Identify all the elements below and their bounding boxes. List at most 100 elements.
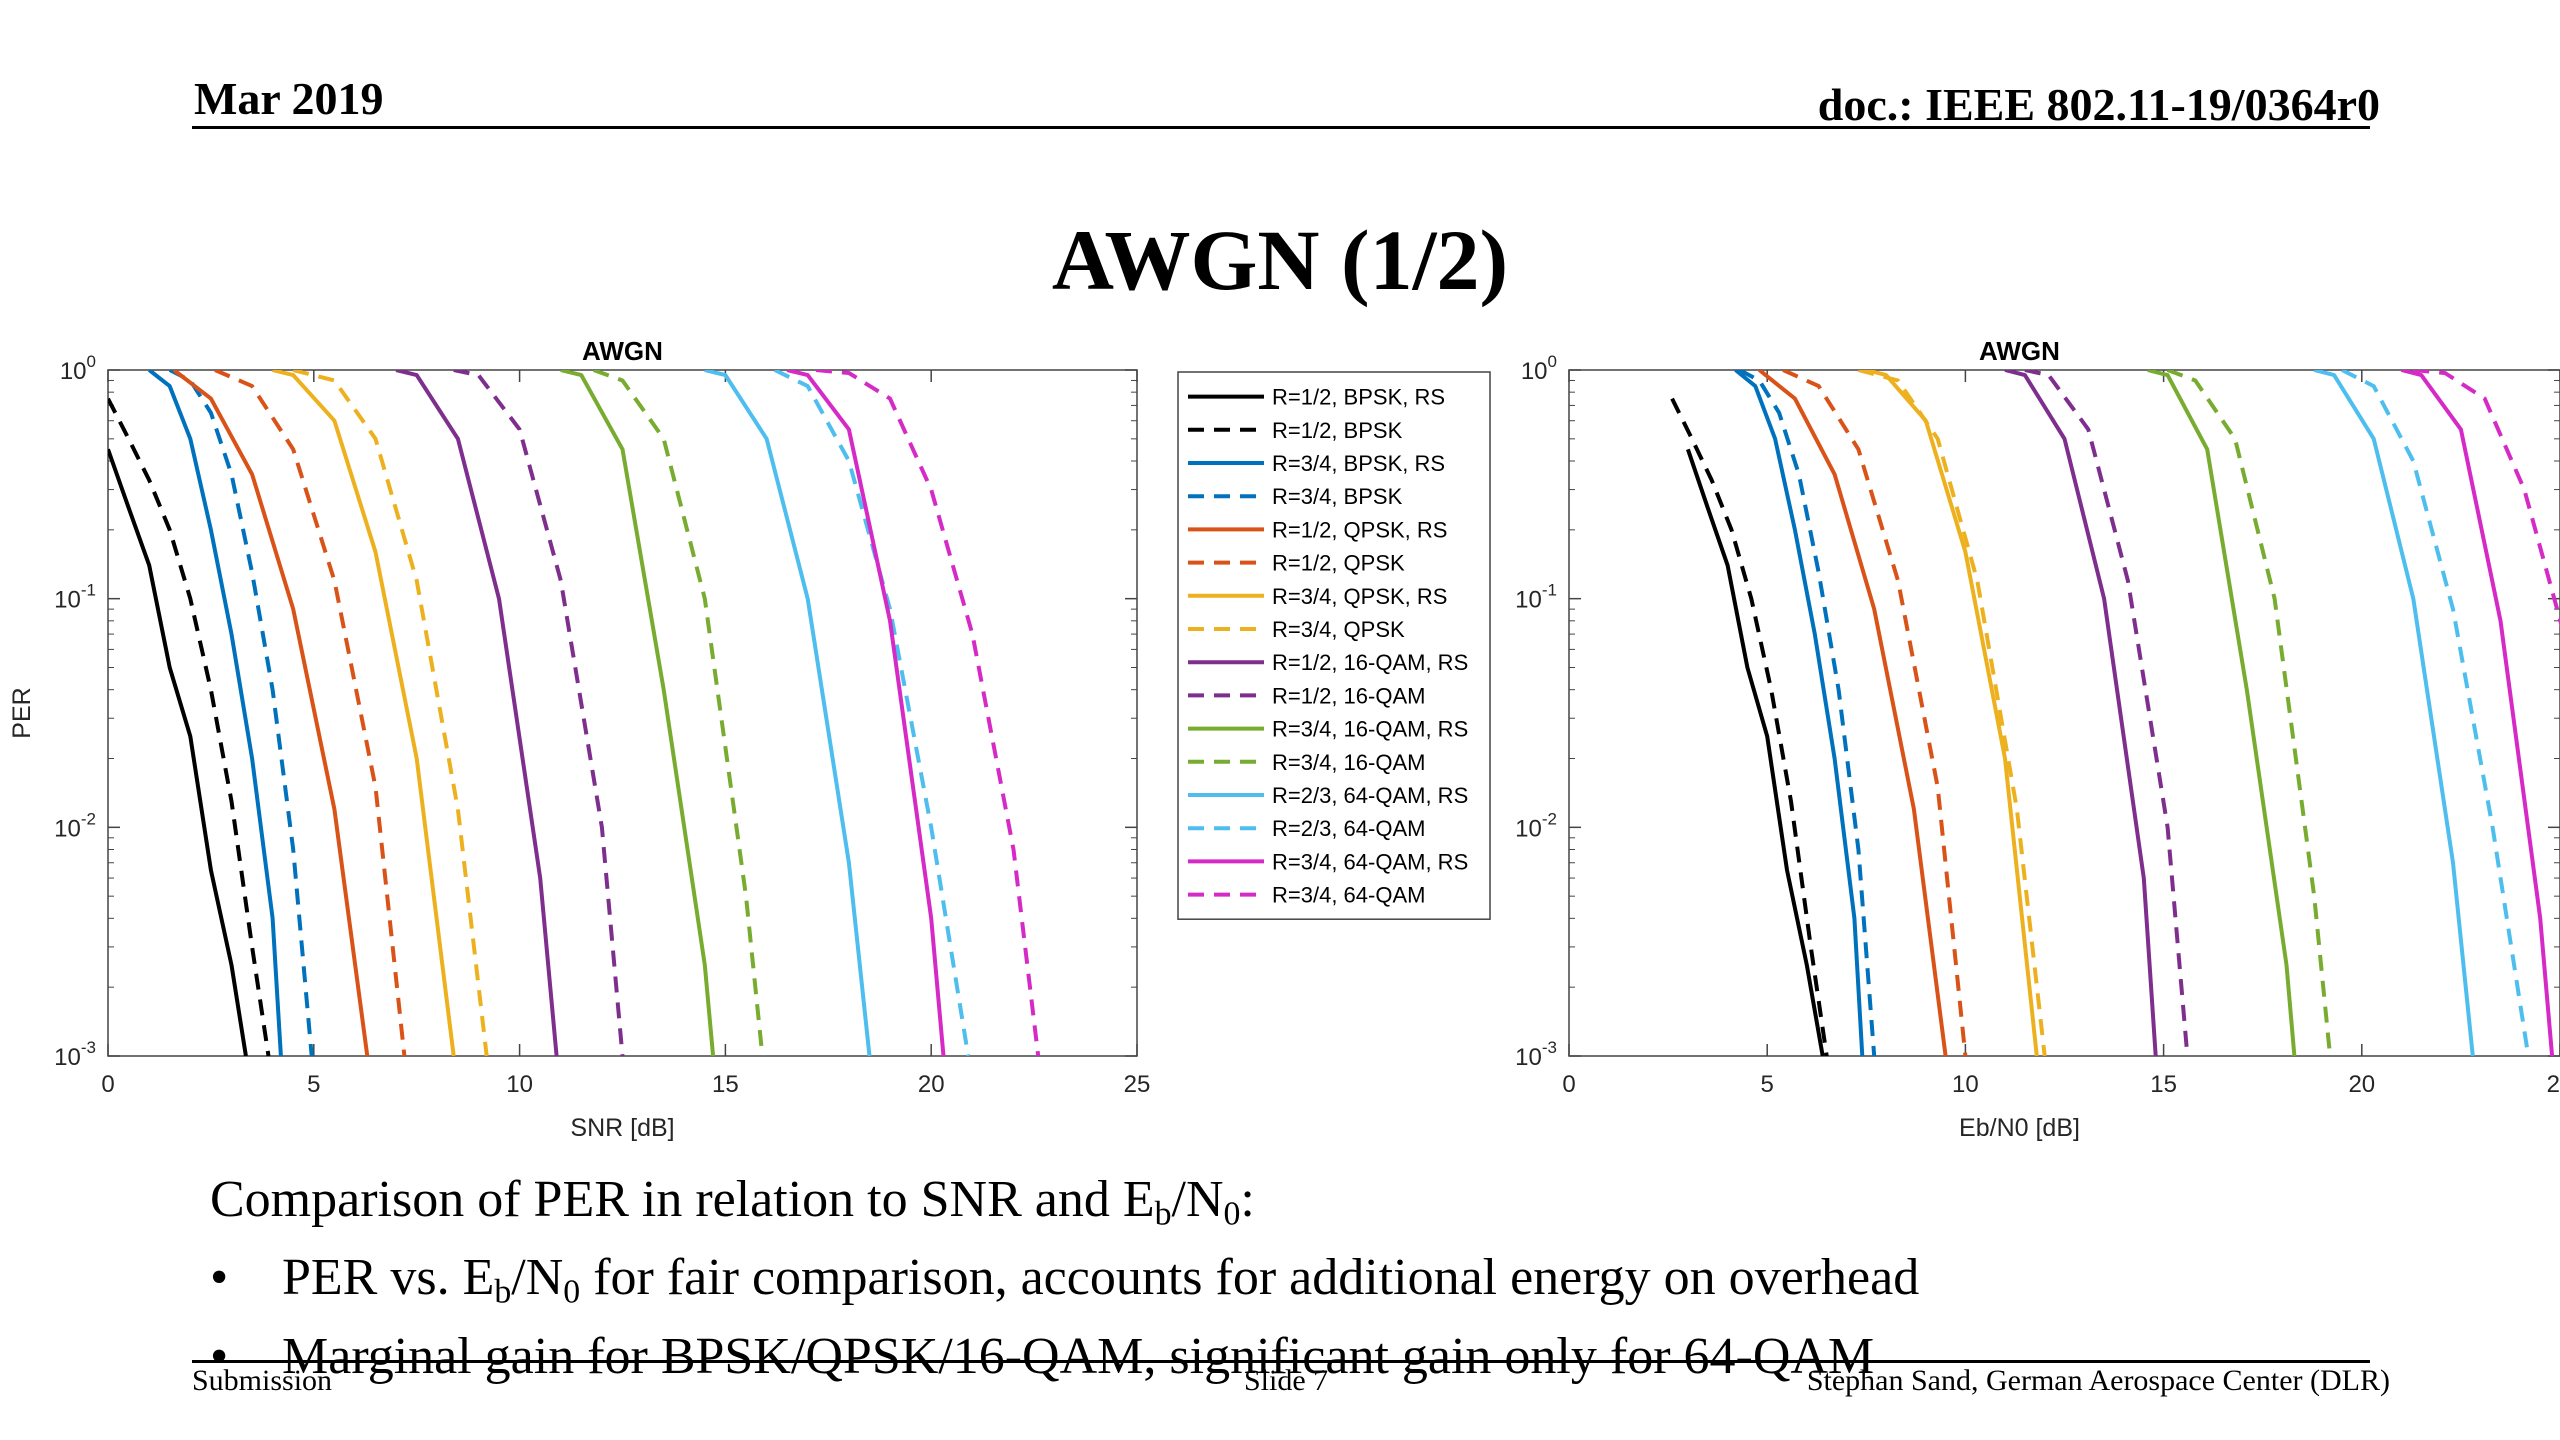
intro-sub-b: b: [1154, 1195, 1172, 1233]
header-date: Mar 2019: [194, 73, 384, 124]
series-line: [1782, 370, 1968, 1056]
x-tick-label: 15: [2150, 1071, 2177, 1098]
y-tick-label: 10-2: [54, 809, 96, 842]
series-line: [1758, 370, 1948, 1056]
series-line: [108, 397, 271, 1056]
bullet-dot: •: [210, 1327, 229, 1385]
y-tick-label: 10-1: [54, 581, 96, 614]
series-line: [786, 370, 946, 1056]
x-tick-label: 0: [1562, 1071, 1575, 1098]
chart-title: AWGN: [1979, 336, 2060, 366]
series-line: [593, 370, 765, 1056]
x-tick-label: 25: [2547, 1071, 2560, 1098]
series-line: [1857, 370, 2047, 1056]
x-tick-label: 5: [1761, 1071, 1774, 1098]
x-axis-label: Eb/N0 [dB]: [1959, 1114, 2080, 1142]
intro-colon: :: [1240, 1171, 1255, 1228]
series-line: [2313, 370, 2475, 1056]
x-axis-label: SNR [dB]: [570, 1114, 674, 1142]
series-line: [147, 370, 283, 1056]
intro-text-a: Comparison of PER in relation to SNR and…: [210, 1171, 1155, 1228]
series-line: [1686, 448, 1825, 1056]
x-tick-label: 5: [307, 1071, 320, 1098]
series-line: [272, 370, 456, 1056]
b2-text: Marginal gain for BPSK/QPSK/16-QAM, sign…: [282, 1327, 1875, 1385]
legend-entry: R=3/4, QPSK: [1272, 617, 1405, 642]
chart-title: AWGN: [582, 336, 663, 366]
b1-sub-0: 0: [563, 1273, 581, 1311]
series-line: [704, 370, 872, 1056]
series-group: [108, 370, 1041, 1056]
intro-text-c: /N: [1171, 1171, 1224, 1228]
intro-sub-0: 0: [1223, 1195, 1241, 1233]
series-line: [2341, 370, 2531, 1056]
legend: R=1/2, BPSK, RS R=1/2, BPSK R=3/4, BPSK, R…: [1177, 371, 1491, 920]
series-line: [2147, 370, 2297, 1056]
series-line: [1865, 370, 2039, 1056]
legend-entry: R=1/2, 16-QAM, RS: [1272, 650, 1468, 675]
body-text: Comparison of PER in relation to SNR and…: [210, 1168, 1919, 1389]
footer-slide-number: Slide 7: [1244, 1364, 1329, 1397]
legend-entry: R=1/2, QPSK, RS: [1272, 517, 1447, 542]
legend-entry: R=1/2, BPSK, RS: [1272, 385, 1445, 410]
x-tick-label: 20: [2348, 1071, 2375, 1098]
legend-entry: R=1/2, 16-QAM: [1272, 683, 1425, 708]
x-tick-label: 15: [712, 1071, 739, 1098]
series-line: [560, 370, 716, 1056]
y-tick-label: 10-1: [1515, 581, 1557, 614]
header-doc-id: doc.: IEEE 802.11-19/0364r0: [1817, 79, 2380, 130]
bullet-dot: •: [210, 1249, 229, 1307]
b1-text-c: /N: [511, 1249, 564, 1307]
bullet-1: • PER vs. Eb/N0 for fair comparison, acco…: [210, 1246, 1919, 1324]
y-tick-label: 10-2: [1515, 809, 1557, 842]
series-line: [214, 370, 407, 1056]
series-line: [815, 370, 1041, 1056]
legend-entry: R=1/2, BPSK: [1272, 418, 1403, 443]
x-tick-label: 10: [1952, 1071, 1979, 1098]
series-line: [453, 370, 625, 1056]
series-line: [395, 370, 559, 1056]
y-axis-label: PER: [8, 687, 36, 738]
y-tick-label: 10-3: [1515, 1038, 1557, 1071]
b1-sub-b: b: [494, 1273, 512, 1311]
series-line: [2166, 370, 2333, 1056]
legend-entry: R=3/4, 64-QAM: [1272, 883, 1425, 908]
legend-entry: R=3/4, 16-QAM, RS: [1272, 717, 1468, 742]
chart-1: 100 10-1 10-2 10-30 5 10 15 20 25 AWGN SNR [dB] PER…: [8, 336, 1491, 1142]
series-line: [168, 370, 314, 1056]
b1-text-a: PER vs. E: [282, 1249, 495, 1307]
chart-2: 100 10-1 10-2 10-30 5 10 15 20 25 AWGN Eb/N0 [dB]: [1515, 336, 2560, 1142]
legend-entry: R=3/4, BPSK: [1272, 484, 1403, 509]
legend-entry: R=3/4, 16-QAM: [1272, 750, 1425, 775]
x-tick-label: 10: [506, 1071, 533, 1098]
x-tick-label: 25: [1124, 1071, 1151, 1098]
b1-text-e: for fair comparison, accounts for additi…: [580, 1249, 1920, 1307]
footer-author: Stephan Sand, German Aerospace Center (D…: [1806, 1364, 2390, 1397]
legend-entry: R=3/4, QPSK, RS: [1272, 584, 1447, 609]
series-line: [2004, 370, 2158, 1056]
legend-entry: R=1/2, QPSK: [1272, 551, 1405, 576]
intro-line: Comparison of PER in relation to SNR and…: [210, 1168, 1919, 1246]
legend-entry: R=2/3, 64-QAM: [1272, 816, 1425, 841]
series-line: [292, 370, 489, 1056]
header-rule: [192, 126, 2370, 129]
series-line: [773, 370, 971, 1056]
legend-entry: R=3/4, BPSK, RS: [1272, 451, 1445, 476]
series-line: [2400, 370, 2555, 1056]
series-line: [1738, 370, 1877, 1056]
series-line: [172, 370, 370, 1056]
series-line: [1670, 397, 1829, 1056]
x-tick-label: 0: [101, 1071, 114, 1098]
legend-entry: R=3/4, 64-QAM, RS: [1272, 849, 1468, 874]
series-group: [1670, 370, 2560, 1056]
series-line: [108, 448, 248, 1056]
y-tick-label: 100: [1521, 352, 1557, 385]
slide-title: AWGN (1/2): [1051, 212, 1509, 308]
y-tick-label: 100: [60, 352, 96, 385]
series-line: [1734, 370, 1865, 1056]
axes-box: [1568, 369, 2560, 1057]
footer-rule: [192, 1360, 2370, 1363]
series-line: [2413, 370, 2560, 628]
y-tick-label: 10-3: [54, 1038, 96, 1071]
x-tick-label: 20: [918, 1071, 945, 1098]
